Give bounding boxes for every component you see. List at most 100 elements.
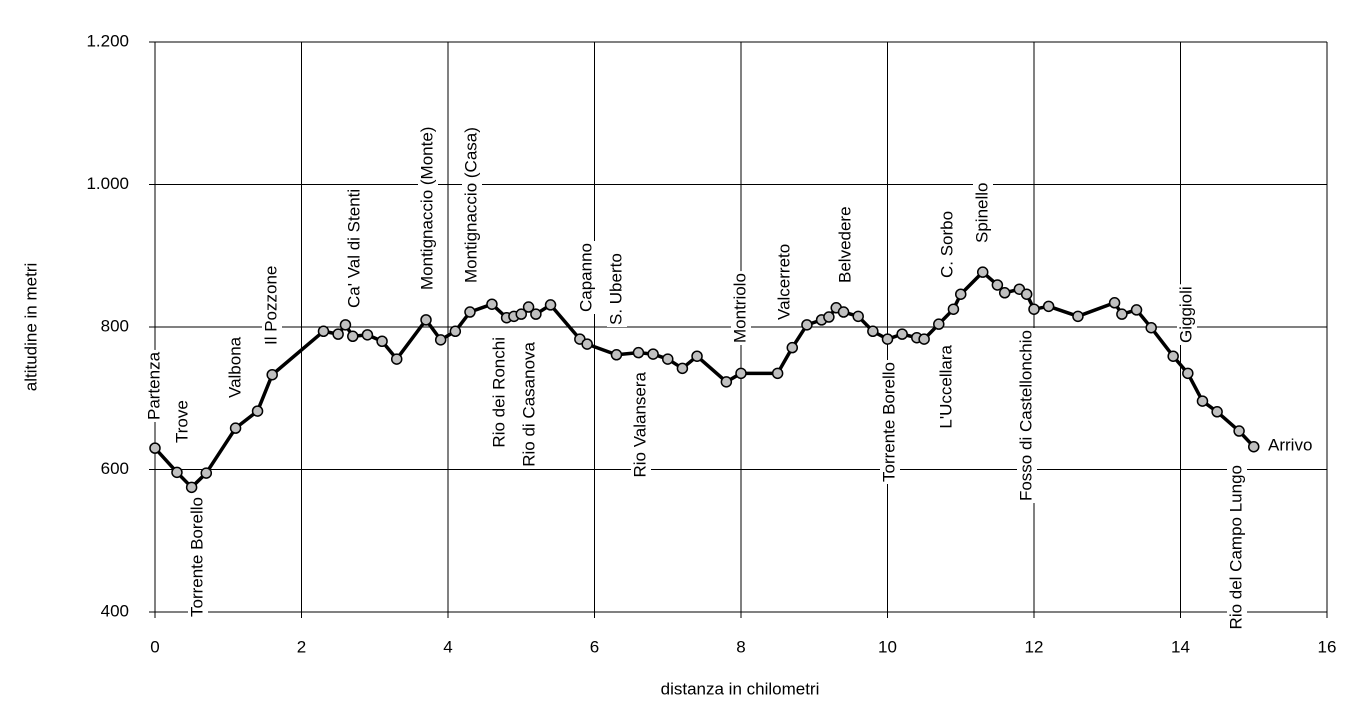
y-tick-label: 1.000 <box>86 174 129 193</box>
annotation: Valbona <box>225 334 246 400</box>
marker <box>1145 321 1157 334</box>
marker <box>171 466 183 479</box>
annotation-label: Valcerreto <box>774 244 793 320</box>
annotation-label: Ca' Val di Stenti <box>344 189 363 308</box>
annotation-label: Montignaccio (Casa) <box>461 127 480 283</box>
annotation-bg <box>1177 284 1197 345</box>
marker <box>852 310 864 323</box>
marker <box>1196 395 1209 407</box>
annotation-label: Valbona <box>225 336 244 398</box>
marker <box>947 303 960 315</box>
marker <box>918 333 930 345</box>
marker <box>610 349 623 361</box>
annotation-bg <box>520 340 540 469</box>
annotation: Montriolo <box>730 271 751 345</box>
marker <box>266 368 278 381</box>
annotation-bg <box>1017 328 1037 504</box>
annotation: C. Sorbo <box>937 208 958 280</box>
annotation-bg <box>631 370 651 480</box>
marker <box>464 306 476 318</box>
annotation-bg <box>1266 436 1315 456</box>
annotation-bg <box>226 334 246 400</box>
x-tick-label: 2 <box>297 637 306 656</box>
annotation-label: Torrente Borello <box>187 497 206 617</box>
annotation-label: Partenza <box>144 351 163 420</box>
annotation-label: C. Sorbo <box>937 211 956 278</box>
annotation: Rio di Casanova <box>519 340 540 469</box>
x-tick-label: 8 <box>736 637 745 656</box>
annotation-bg <box>418 124 438 292</box>
x-tick-label: 14 <box>1171 637 1190 656</box>
marker <box>317 325 330 338</box>
annotation-label: Torrente Borello <box>879 362 898 482</box>
y-axis-label: altitudine in metri <box>21 263 40 392</box>
marker <box>361 329 374 341</box>
annotation-bg <box>880 360 900 485</box>
marker <box>1028 303 1040 315</box>
marker <box>837 306 850 318</box>
annotation-label: Il Pozzone <box>261 266 280 345</box>
marker <box>933 318 945 330</box>
marker <box>581 338 593 350</box>
annotation: Montignaccio (Casa) <box>461 125 482 285</box>
marker <box>390 353 403 365</box>
x-tick-label: 4 <box>443 637 452 656</box>
annotation: Valcerreto <box>774 241 795 322</box>
annotation-bg <box>938 208 958 280</box>
annotation-bg <box>1227 463 1247 632</box>
marker <box>522 301 535 313</box>
annotation: Partenza <box>144 349 165 422</box>
annotation-bg <box>731 271 751 345</box>
marker <box>632 346 645 359</box>
annotation: Ca' Val di Stenti <box>344 186 365 310</box>
marker <box>486 298 498 310</box>
annotation-label: S. Uberto <box>606 253 625 325</box>
marker <box>662 353 674 365</box>
marker <box>786 341 799 354</box>
annotation-bg <box>173 398 193 445</box>
marker <box>229 422 242 434</box>
marker <box>1167 350 1179 362</box>
annotation-label: Arrivo <box>1268 435 1312 454</box>
annotation-bg <box>145 349 165 422</box>
marker <box>1108 297 1121 309</box>
annotation-bg <box>462 125 482 285</box>
marker <box>530 308 542 320</box>
annotation-label: Trove <box>172 400 191 443</box>
annotation: Rio dei Ronchi <box>489 335 510 450</box>
marker <box>955 288 967 300</box>
annotation: Capanno <box>576 240 597 314</box>
marker <box>1072 310 1084 323</box>
annotation: Rio del Campo Lungo <box>1226 463 1247 632</box>
marker <box>376 335 388 347</box>
annotation: S. Uberto <box>606 251 627 327</box>
marker <box>867 325 879 338</box>
marker <box>991 279 1004 291</box>
annotation: Il Pozzone <box>261 263 282 347</box>
marker <box>881 333 894 345</box>
marker <box>691 350 703 362</box>
x-tick-label: 6 <box>590 637 599 656</box>
annotation: Rio Valansera <box>630 370 651 480</box>
marker <box>251 405 264 417</box>
line <box>153 270 1256 490</box>
marker <box>1116 308 1128 320</box>
annotation-bg <box>345 186 365 310</box>
x-tick-label: 12 <box>1025 637 1044 656</box>
y-tick-label: 400 <box>101 601 129 620</box>
x-tick-label: 16 <box>1318 637 1337 656</box>
marker <box>1211 406 1223 418</box>
annotation-bg <box>775 241 795 322</box>
marker <box>735 367 747 380</box>
y-tick-label: 1.200 <box>86 31 129 50</box>
annotation: Belvedere <box>835 204 856 285</box>
marker <box>347 330 359 343</box>
annotation-bg <box>490 335 510 450</box>
annotation-bg <box>262 263 282 347</box>
marker <box>332 328 344 340</box>
annotation-bg <box>607 251 627 327</box>
annotation-label: Montriolo <box>730 273 749 343</box>
marker <box>200 467 213 479</box>
annotation-label: Belvedere <box>835 206 854 283</box>
